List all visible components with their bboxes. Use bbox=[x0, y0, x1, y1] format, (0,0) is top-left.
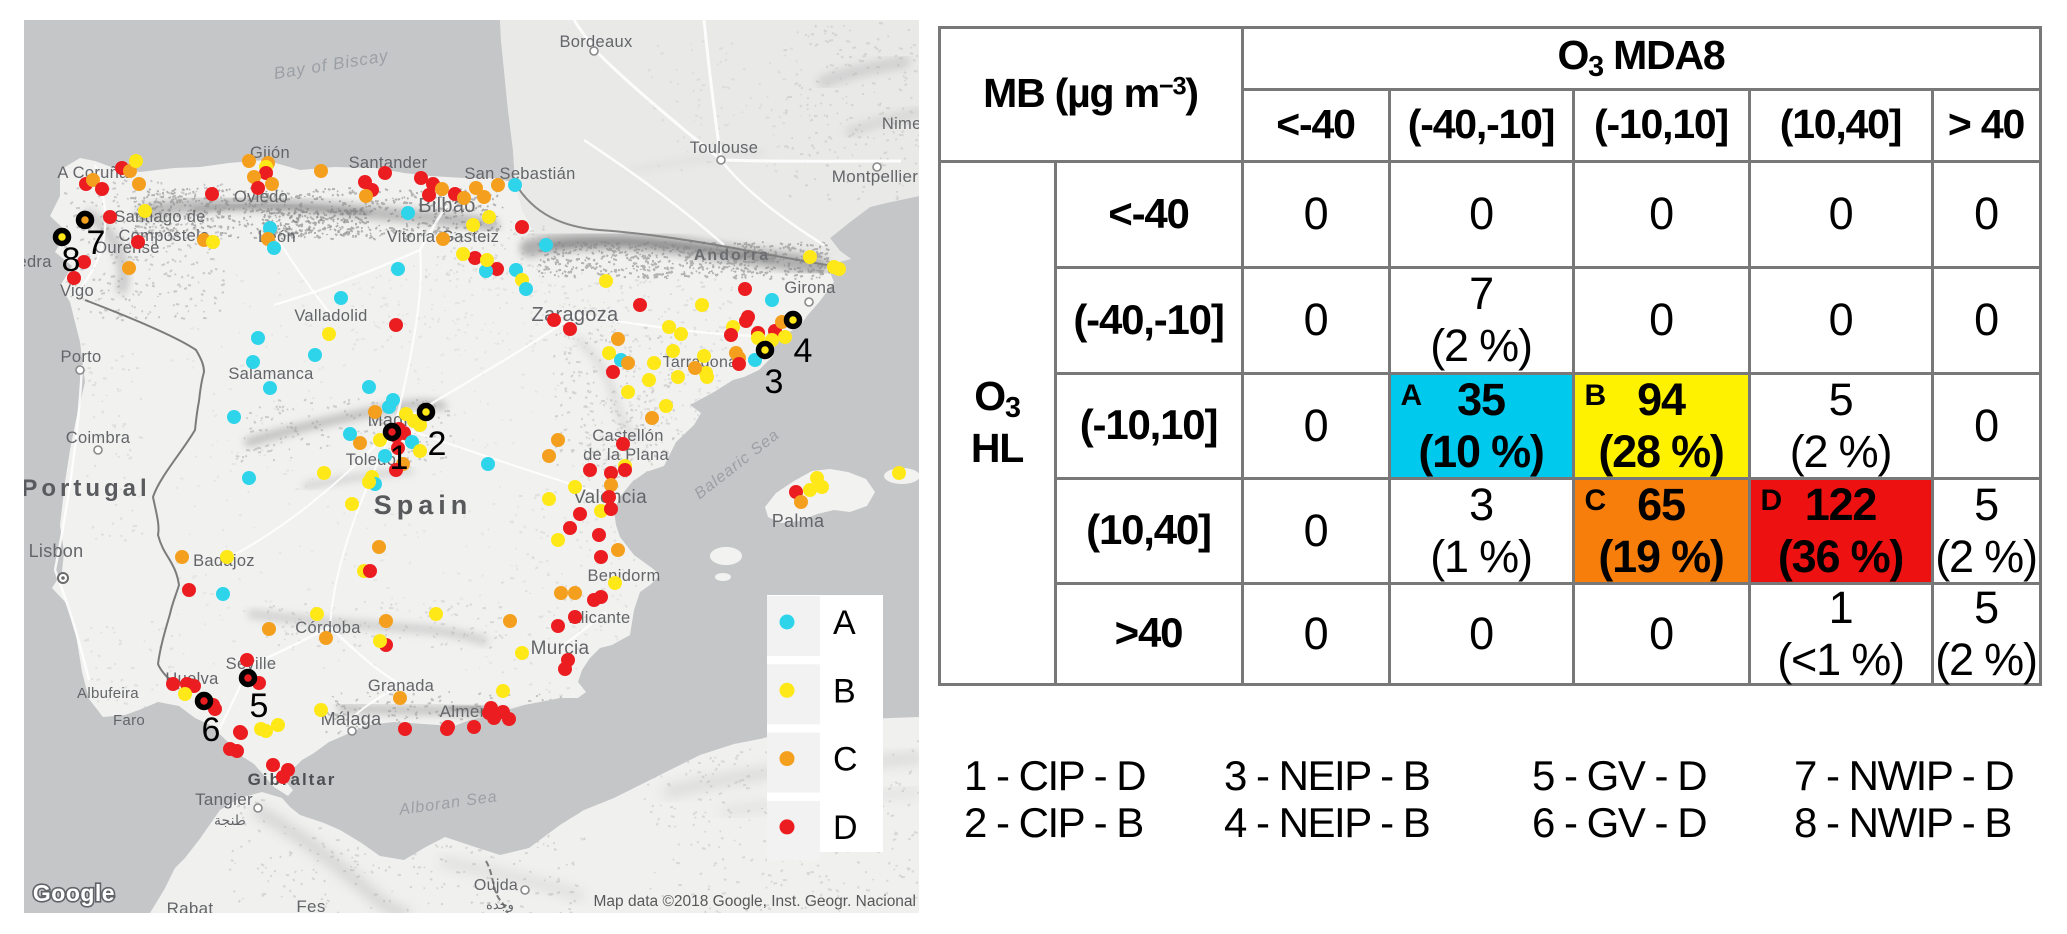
svg-text:7: 7 bbox=[87, 224, 106, 262]
svg-text:Granada: Granada bbox=[368, 677, 435, 695]
svg-text:Gibraltar: Gibraltar bbox=[248, 770, 337, 789]
svg-text:de la Plana: de la Plana bbox=[583, 446, 669, 464]
svg-text:Google: Google bbox=[33, 880, 115, 906]
svg-text:San Sebastián: San Sebastián bbox=[464, 165, 575, 183]
svg-text:وجدة: وجدة bbox=[486, 897, 514, 913]
svg-text:Castellón: Castellón bbox=[592, 427, 664, 445]
svg-text:B: B bbox=[833, 672, 856, 710]
svg-text:Montpellier: Montpellier bbox=[832, 167, 918, 186]
svg-text:2: 2 bbox=[428, 425, 447, 463]
svg-text:Murcia: Murcia bbox=[531, 638, 590, 659]
svg-text:Albufeira: Albufeira bbox=[77, 685, 139, 702]
svg-text:Tarragona: Tarragona bbox=[663, 354, 738, 371]
svg-text:3: 3 bbox=[765, 363, 784, 401]
svg-text:Faro: Faro bbox=[113, 712, 145, 729]
svg-text:1: 1 bbox=[390, 439, 409, 477]
svg-text:Oviedo: Oviedo bbox=[234, 188, 288, 206]
svg-text:Toulouse: Toulouse bbox=[690, 139, 758, 157]
svg-text:Oujda: Oujda bbox=[474, 877, 518, 894]
svg-text:طنجة: طنجة bbox=[214, 812, 246, 828]
svg-text:Portugal: Portugal bbox=[24, 475, 151, 502]
svg-text:8: 8 bbox=[62, 241, 81, 279]
svg-text:Tangier: Tangier bbox=[195, 790, 253, 809]
svg-text:Porto: Porto bbox=[61, 348, 102, 366]
svg-text:Palma: Palma bbox=[772, 511, 825, 531]
svg-text:Málaga: Málaga bbox=[321, 709, 383, 729]
svg-text:Lisbon: Lisbon bbox=[29, 541, 84, 561]
svg-text:Coimbra: Coimbra bbox=[66, 429, 131, 447]
svg-text:6: 6 bbox=[202, 711, 221, 749]
svg-text:Alicante: Alicante bbox=[569, 609, 630, 627]
svg-text:Andorra: Andorra bbox=[694, 247, 770, 264]
svg-text:Spain: Spain bbox=[374, 490, 473, 520]
svg-text:Zaragoza: Zaragoza bbox=[532, 304, 619, 326]
svg-text:Vigo: Vigo bbox=[60, 282, 94, 300]
svg-text:5: 5 bbox=[250, 687, 269, 725]
svg-text:4: 4 bbox=[794, 332, 813, 370]
svg-text:Santiago de: Santiago de bbox=[114, 208, 205, 226]
svg-text:Girona: Girona bbox=[784, 279, 836, 297]
svg-text:Nimes: Nimes bbox=[882, 115, 919, 133]
svg-text:C: C bbox=[833, 741, 858, 779]
svg-text:Valladolid: Valladolid bbox=[294, 307, 367, 325]
svg-text:Bordeaux: Bordeaux bbox=[559, 33, 632, 51]
svg-text:Fes: Fes bbox=[296, 897, 325, 913]
svg-text:Benidorm: Benidorm bbox=[587, 567, 660, 585]
svg-text:Rabat: Rabat bbox=[167, 899, 214, 913]
svg-text:Map data ©2018 Google, Inst. G: Map data ©2018 Google, Inst. Geogr. Naci… bbox=[594, 893, 916, 910]
svg-text:Salamanca: Salamanca bbox=[228, 365, 314, 383]
svg-text:Córdoba: Córdoba bbox=[295, 619, 361, 637]
svg-text:A Coruña: A Coruña bbox=[57, 164, 129, 182]
svg-text:Gijón: Gijón bbox=[250, 144, 290, 162]
svg-text:D: D bbox=[833, 809, 858, 847]
svg-text:A: A bbox=[833, 604, 856, 642]
svg-text:Santander: Santander bbox=[349, 154, 428, 172]
svg-text:Pontevedra: Pontevedra bbox=[24, 253, 52, 271]
